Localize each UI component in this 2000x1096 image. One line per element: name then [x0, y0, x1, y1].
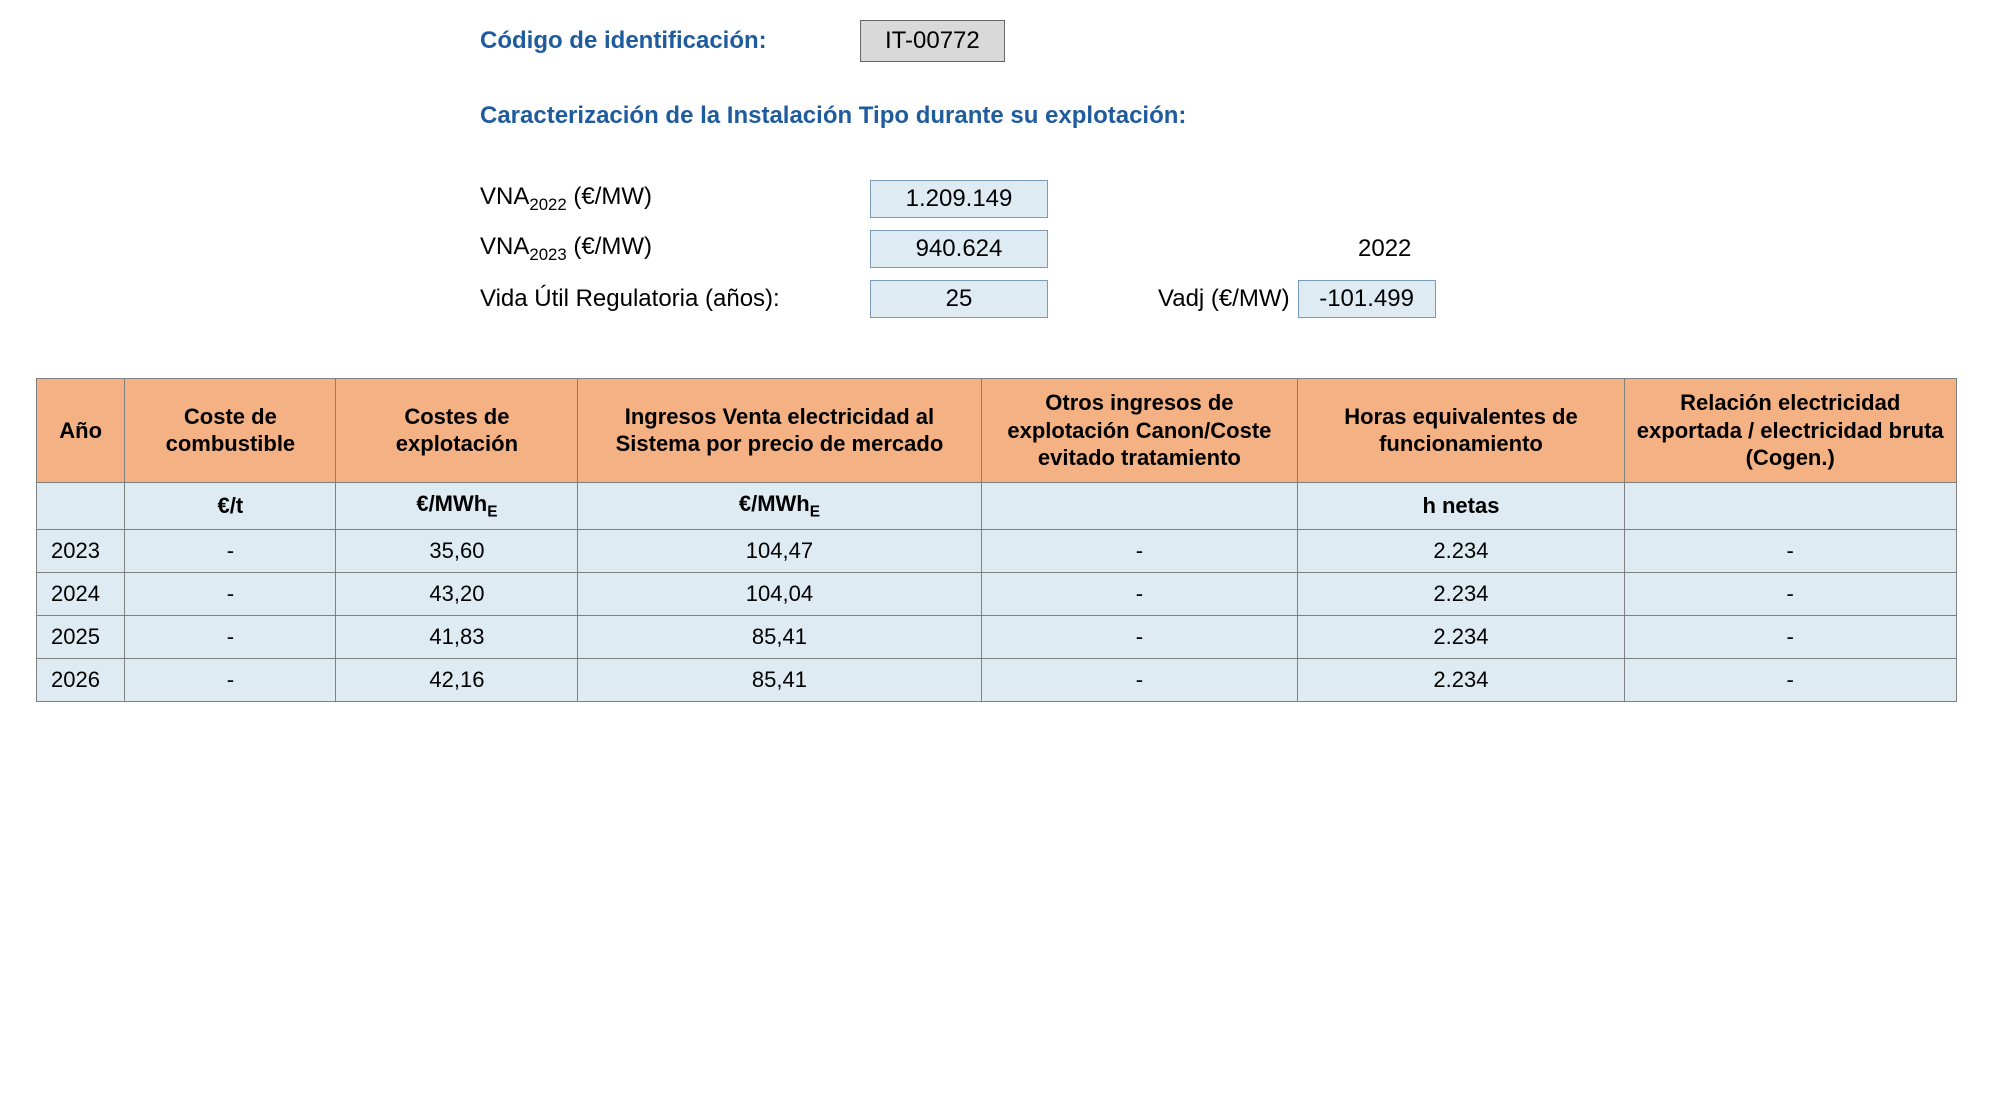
cell-0-1: -: [125, 529, 336, 572]
cell-0-6: -: [1624, 529, 1956, 572]
col-header-4: Otros ingresos de explotación Canon/Cost…: [981, 379, 1298, 483]
cell-3-6: -: [1624, 658, 1956, 701]
cell-1-4: -: [981, 572, 1298, 615]
cell-1-0: 2024: [37, 572, 125, 615]
vna2023-value: 940.624: [870, 230, 1048, 268]
cell-0-4: -: [981, 529, 1298, 572]
unit-cell-0: [37, 482, 125, 529]
identification-label: Código de identificación:: [480, 27, 860, 55]
cell-1-3: 104,04: [578, 572, 981, 615]
cell-1-5: 2.234: [1298, 572, 1624, 615]
col-header-5: Horas equivalentes de funcionamiento: [1298, 379, 1624, 483]
cell-1-2: 43,20: [336, 572, 578, 615]
cell-2-4: -: [981, 615, 1298, 658]
cell-1-6: -: [1624, 572, 1956, 615]
unit-cell-4: [981, 482, 1298, 529]
unit-cell-1: €/t: [125, 482, 336, 529]
params-block: VNA2022 (€/MW) 1.209.149 VNA2023 (€/MW) …: [480, 180, 1980, 318]
cell-3-0: 2026: [37, 658, 125, 701]
col-header-1: Coste de combustible: [125, 379, 336, 483]
table-row: 2023-35,60104,47-2.234-: [37, 529, 1957, 572]
cell-3-3: 85,41: [578, 658, 981, 701]
identification-code: IT-00772: [860, 20, 1005, 62]
data-table: AñoCoste de combustibleCostes de explota…: [36, 378, 1957, 702]
vadj-label: Vadj (€/MW): [1158, 285, 1290, 313]
vadj-value: -101.499: [1298, 280, 1436, 318]
table-row: 2025-41,8385,41-2.234-: [37, 615, 1957, 658]
vadj-year: 2022: [1358, 235, 1411, 263]
vna2022-label: VNA2022 (€/MW): [480, 183, 870, 215]
table-row: 2024-43,20104,04-2.234-: [37, 572, 1957, 615]
table-row: 2026-42,1685,41-2.234-: [37, 658, 1957, 701]
unit-cell-2: €/MWhE: [336, 482, 578, 529]
unit-cell-5: h netas: [1298, 482, 1624, 529]
col-header-6: Relación electricidad exportada / electr…: [1624, 379, 1956, 483]
cell-0-5: 2.234: [1298, 529, 1624, 572]
cell-2-2: 41,83: [336, 615, 578, 658]
cell-0-2: 35,60: [336, 529, 578, 572]
cell-1-1: -: [125, 572, 336, 615]
vna2023-label: VNA2023 (€/MW): [480, 233, 870, 265]
cell-3-4: -: [981, 658, 1298, 701]
cell-2-1: -: [125, 615, 336, 658]
section-title: Caracterización de la Instalación Tipo d…: [480, 102, 1980, 130]
cell-0-3: 104,47: [578, 529, 981, 572]
unit-cell-3: €/MWhE: [578, 482, 981, 529]
vna2022-value: 1.209.149: [870, 180, 1048, 218]
cell-3-5: 2.234: [1298, 658, 1624, 701]
vida-value: 25: [870, 280, 1048, 318]
cell-0-0: 2023: [37, 529, 125, 572]
unit-cell-6: [1624, 482, 1956, 529]
cell-2-5: 2.234: [1298, 615, 1624, 658]
cell-2-6: -: [1624, 615, 1956, 658]
cell-3-2: 42,16: [336, 658, 578, 701]
cell-3-1: -: [125, 658, 336, 701]
cell-2-0: 2025: [37, 615, 125, 658]
col-header-2: Costes de explotación: [336, 379, 578, 483]
col-header-3: Ingresos Venta electricidad al Sistema p…: [578, 379, 981, 483]
col-header-0: Año: [37, 379, 125, 483]
cell-2-3: 85,41: [578, 615, 981, 658]
vida-label: Vida Útil Regulatoria (años):: [480, 285, 870, 313]
